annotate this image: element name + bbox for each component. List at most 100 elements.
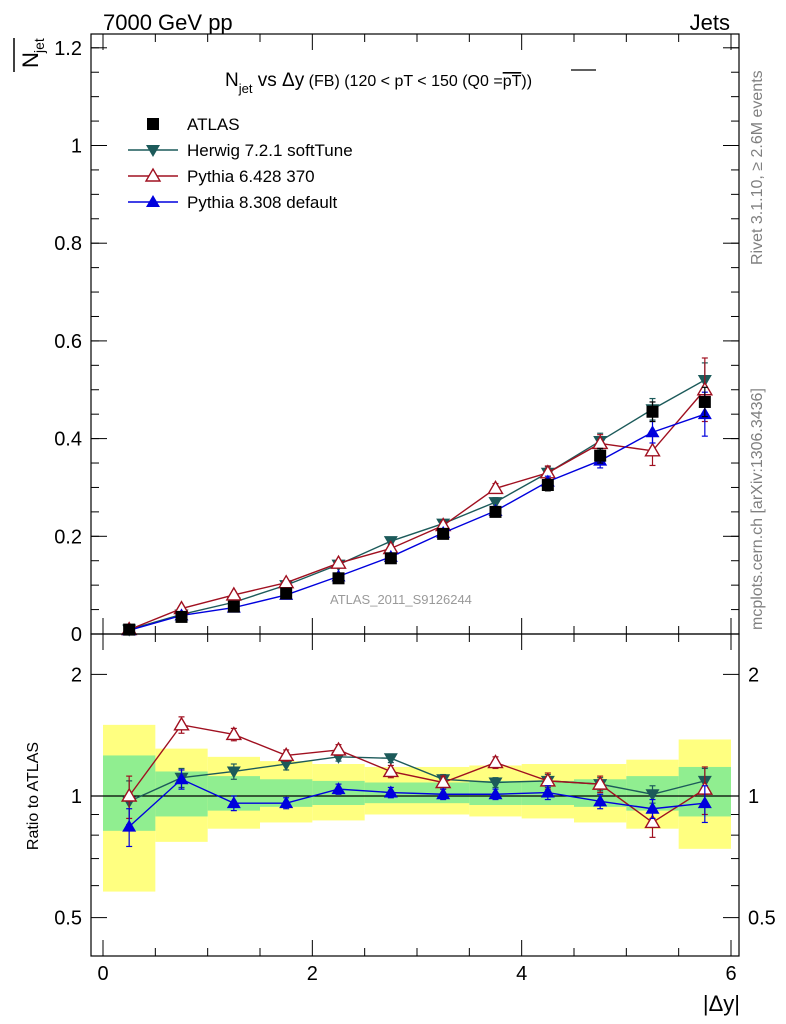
data-point xyxy=(225,586,243,601)
jets-label: Jets xyxy=(690,10,730,35)
legend-marker xyxy=(146,195,160,207)
ratio-point xyxy=(383,753,398,766)
data-point xyxy=(594,449,607,462)
ratio-series-line xyxy=(128,756,706,802)
series-line xyxy=(128,389,706,631)
legend-entry: Pythia 6.428 370 xyxy=(128,167,315,186)
legend-marker xyxy=(147,118,159,130)
main-ytick-label: 0 xyxy=(71,624,82,646)
ratio-ytick-label: 0.5 xyxy=(54,908,82,930)
ratio-series-triangle-up xyxy=(122,769,712,848)
ratio-point xyxy=(226,796,241,809)
ylabel-sub: jet xyxy=(31,38,47,54)
energy-label: 7000 GeV pp xyxy=(103,10,233,35)
ratio-ytick-label-right: 2 xyxy=(748,664,759,686)
data-point xyxy=(437,527,450,540)
data-point xyxy=(645,425,660,438)
data-point xyxy=(280,587,293,600)
ratio-point xyxy=(488,787,503,800)
ratio-series-line xyxy=(128,724,706,824)
ratio-point xyxy=(120,787,138,802)
ratio-xtick-label: 0 xyxy=(97,963,108,985)
main-series xyxy=(120,357,714,637)
main-ylabel: N jet xyxy=(18,38,47,68)
ratio-ytick-label-right: 1 xyxy=(748,786,759,808)
ratio-panel: 0.5 0.5 1 1 2 2 0 2 4 6 Ratio to ATLAS |Δy| xyxy=(25,633,776,1016)
ratio-xtick-label: 4 xyxy=(516,963,527,985)
main-ytick-label: 0.6 xyxy=(54,331,82,353)
main-ytick-label: 1.2 xyxy=(54,38,82,60)
ratio-point xyxy=(330,741,347,756)
main-ticks: 0 0.2 0.4 0.6 0.8 1 1.2 xyxy=(54,34,739,646)
ratio-point xyxy=(436,787,451,800)
main-title: Njet vs Δy (FB) (120 < pT < 150 (Q0 =pT)… xyxy=(225,70,532,96)
rivet-label: Rivet 3.1.10, ≥ 2.6M events xyxy=(749,70,766,265)
ratio-xlabel: |Δy| xyxy=(703,991,740,1016)
main-ytick-label: 0.4 xyxy=(54,429,82,451)
ratio-point xyxy=(226,766,241,779)
analysis-watermark: ATLAS_2011_S9126244 xyxy=(330,592,472,607)
ratio-point xyxy=(279,759,294,772)
data-point xyxy=(541,479,554,492)
main-panel: 0 0.2 0.4 0.6 0.8 1 1.2 ATLAS_2011_S9126244 Nj… xyxy=(13,33,740,646)
data-point xyxy=(488,497,503,510)
ratio-point xyxy=(645,801,660,814)
ratio-point xyxy=(540,785,555,798)
ratio-point xyxy=(488,777,503,790)
data-point xyxy=(384,552,397,565)
legend-entry: ATLAS xyxy=(147,115,240,134)
ratio-bands xyxy=(103,724,731,892)
legend: ATLAS Herwig 7.2.1 softTune Pythia 6.428 3… xyxy=(128,115,353,212)
series-line xyxy=(128,379,706,631)
data-point xyxy=(123,623,136,636)
ratio-ytick-label: 2 xyxy=(71,664,82,686)
ratio-point xyxy=(174,772,189,785)
ylabel-n: N xyxy=(18,52,43,68)
legend-label: Pythia 6.428 370 xyxy=(187,167,315,186)
ratio-frame xyxy=(90,633,740,957)
ratio-point xyxy=(644,814,661,829)
title-overline: pT xyxy=(503,73,522,90)
data-point xyxy=(644,442,661,457)
legend-entry: Herwig 7.2.1 softTune xyxy=(128,141,353,160)
ratio-xtick-label: 6 xyxy=(725,963,736,985)
ratio-point xyxy=(382,763,400,778)
data-point xyxy=(646,405,659,418)
data-point xyxy=(227,600,240,613)
title-n: N xyxy=(225,70,239,91)
data-point xyxy=(175,610,188,623)
ratio-point xyxy=(645,789,660,802)
ratio-point xyxy=(225,726,243,741)
legend-entry: Pythia 8.308 default xyxy=(128,193,338,212)
title-vs: vs Δy xyxy=(252,70,304,91)
ratio-series-line xyxy=(128,778,705,828)
title-close: )) xyxy=(521,73,532,90)
main-ytick-label: 0.8 xyxy=(54,233,82,255)
data-point xyxy=(698,395,711,408)
data-point xyxy=(489,505,502,518)
title-rest: (FB) (120 < pT < 150 (Q0 = xyxy=(304,73,502,90)
ratio-series xyxy=(120,716,714,848)
ratio-point xyxy=(697,796,712,809)
ratio-point xyxy=(487,754,504,769)
ratio-point xyxy=(277,747,295,762)
ratio-point xyxy=(173,716,190,731)
data-point xyxy=(330,554,347,569)
legend-label: ATLAS xyxy=(187,115,240,134)
ratio-ylabel: Ratio to ATLAS xyxy=(25,742,42,850)
legend-label: Pythia 8.308 default xyxy=(187,193,338,212)
title-sub: jet xyxy=(238,81,253,96)
legend-label: Herwig 7.2.1 softTune xyxy=(187,141,353,160)
ratio-point xyxy=(383,785,398,798)
series-square xyxy=(123,386,711,636)
main-ytick-label: 1 xyxy=(71,136,82,158)
ratio-series-triangle-open xyxy=(120,716,714,838)
main-ytick-label: 0.2 xyxy=(54,526,82,548)
ratio-point xyxy=(331,782,346,795)
ratio-point xyxy=(122,819,137,832)
series-line xyxy=(128,413,706,632)
ratio-point xyxy=(593,794,608,807)
ratio-point xyxy=(591,775,609,790)
mcplots-label: mcplots.cern.ch [arXiv:1306.3436] xyxy=(749,388,766,630)
legend-marker xyxy=(144,167,162,182)
